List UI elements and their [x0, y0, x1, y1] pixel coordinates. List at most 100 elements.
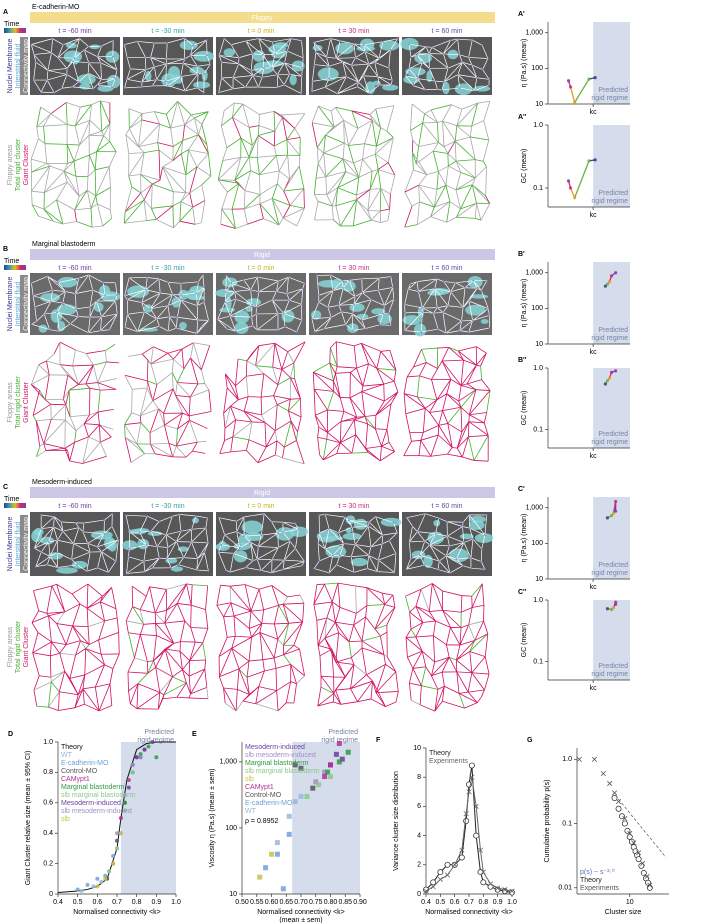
mesh-edge — [150, 530, 167, 536]
row-label: Nuclei Membrane — [7, 38, 14, 93]
mesh-edge — [330, 274, 343, 282]
nucleus — [197, 72, 200, 75]
network-edge — [188, 397, 191, 416]
mesh-edge — [89, 300, 97, 308]
nucleus — [167, 281, 170, 284]
mesh-edge — [283, 303, 302, 314]
network-edge — [273, 145, 277, 156]
y-tick-label: 0.1 — [533, 426, 543, 433]
mesh-edge — [127, 299, 142, 303]
x-axis-label: Normalised connectivity <k> — [73, 909, 161, 916]
time-label: t = 60 min — [432, 28, 463, 35]
nucleus — [183, 89, 186, 92]
network-edge — [217, 160, 224, 180]
nucleus — [111, 55, 114, 58]
mesh-edge — [353, 296, 356, 305]
mesh-edge — [438, 569, 450, 574]
network-edge — [140, 609, 156, 614]
regime-banner — [30, 12, 495, 23]
mesh-edge — [84, 49, 98, 58]
rigid-regime — [120, 742, 176, 894]
nucleus — [396, 531, 399, 534]
mesh-edge — [447, 526, 463, 537]
network-edge — [302, 603, 305, 622]
fluid-blob — [201, 69, 208, 82]
nucleus — [353, 303, 355, 306]
network-edge — [333, 693, 342, 705]
network-edge — [140, 422, 151, 434]
nucleus — [64, 290, 67, 293]
network-edge — [206, 687, 209, 699]
mesh-edge — [284, 62, 302, 77]
network-edge — [392, 595, 396, 608]
mesh-edge — [96, 301, 102, 318]
mesh-edge — [355, 51, 366, 58]
mesh-edge — [434, 288, 449, 306]
network-edge — [437, 120, 443, 123]
network-edge — [205, 585, 209, 610]
mesh-edge — [405, 75, 418, 79]
network-edge — [36, 450, 46, 458]
network-edge — [375, 105, 395, 110]
network-edge — [317, 147, 324, 154]
network-edge — [379, 188, 382, 211]
network-edge — [353, 624, 363, 642]
network-edge — [190, 627, 208, 629]
network-edge — [438, 410, 443, 426]
mesh-edge — [361, 277, 380, 280]
nucleus — [128, 547, 131, 550]
mesh-edge — [472, 538, 483, 550]
network-edge — [289, 188, 305, 206]
nucleus — [303, 282, 306, 285]
network-edge — [74, 688, 84, 708]
network-edge — [194, 222, 202, 225]
network-edge — [79, 135, 90, 146]
mesh-edge — [66, 74, 79, 83]
network-edge — [139, 387, 148, 416]
network-edge — [101, 123, 111, 132]
mesh-edge — [261, 513, 265, 536]
mesh-edge — [444, 61, 463, 83]
network-edge — [257, 135, 275, 147]
mesh-edge — [469, 514, 486, 536]
mesh-edge — [289, 540, 296, 549]
network-edge — [124, 186, 133, 212]
network-edge — [124, 424, 126, 438]
network-edge — [82, 686, 96, 690]
mesh-edge — [277, 74, 285, 85]
network-edge — [58, 671, 66, 692]
nucleus — [65, 73, 68, 76]
network-edge — [77, 674, 86, 695]
network-edge — [176, 603, 186, 622]
nucleus — [126, 78, 128, 81]
point — [621, 820, 628, 827]
mesh-edge — [282, 560, 285, 570]
mesh-edge — [336, 564, 355, 573]
network-edge — [259, 170, 280, 176]
mesh-edge — [408, 61, 423, 70]
network-edge — [136, 443, 145, 454]
network-edge — [192, 441, 198, 452]
network-edge — [129, 119, 142, 129]
regime-label: Rigid — [254, 252, 270, 259]
network-edge — [330, 341, 337, 349]
network-edge — [67, 124, 76, 127]
nucleus — [255, 313, 258, 315]
network-edge — [65, 625, 73, 645]
network-edge — [442, 120, 457, 127]
network-edge — [344, 142, 349, 146]
nucleus — [467, 331, 470, 334]
network-edge — [320, 686, 335, 694]
label-box — [20, 275, 28, 333]
mesh-edge — [338, 304, 355, 306]
network-edge — [74, 104, 92, 127]
nucleus — [351, 526, 354, 529]
network-edge — [333, 701, 341, 705]
point — [627, 830, 633, 837]
mesh-edge — [377, 571, 395, 573]
mesh-edge — [217, 301, 226, 320]
network-edge — [456, 421, 470, 449]
network-edge — [340, 199, 357, 227]
nucleus — [361, 319, 363, 322]
network-edge — [84, 703, 100, 712]
